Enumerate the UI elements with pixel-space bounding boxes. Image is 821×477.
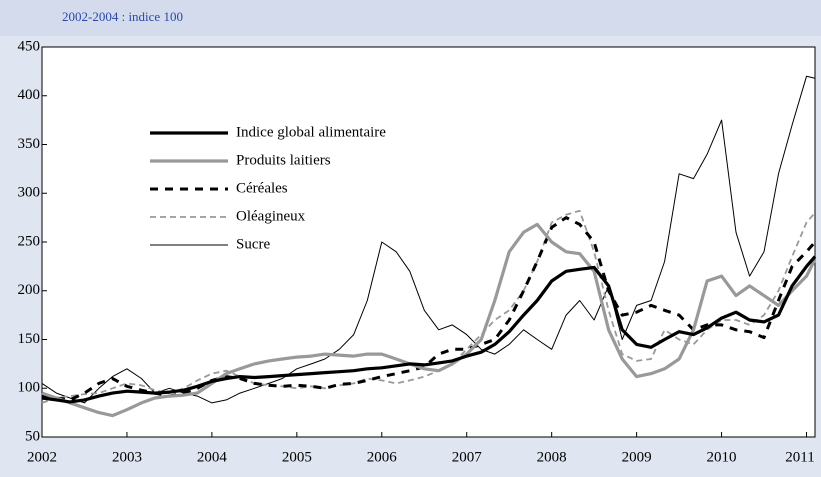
y-tick-label: 100 [18,380,41,396]
legend-label: Produits laitiers [236,152,331,168]
y-tick-label: 200 [18,282,41,298]
x-tick-label: 2002 [27,449,57,465]
header-band [0,0,821,36]
x-tick-label: 2010 [707,449,737,465]
series-line [41,255,817,404]
x-tick-label: 2011 [785,449,814,465]
legend-label: Indice global alimentaire [236,124,386,140]
y-tick-label: 400 [18,87,41,103]
x-tick-label: 2003 [112,449,142,465]
x-tick-label: 2004 [197,449,228,465]
y-tick-label: 250 [18,233,41,249]
y-tick-label: 350 [18,136,41,152]
y-tick-label: 50 [25,428,40,444]
x-tick-label: 2006 [367,449,398,465]
y-tick-label: 300 [18,185,41,201]
legend-label: Céréales [236,180,288,196]
legend-label: Oléagineux [236,208,306,224]
series-line [41,75,816,404]
x-tick-label: 2009 [622,449,652,465]
chart-subtitle: 2002-2004 : indice 100 [62,9,183,24]
x-tick-label: 2008 [537,449,567,465]
y-tick-label: 450 [18,38,41,54]
legend-label: Sucre [236,236,270,252]
x-tick-label: 2007 [452,449,483,465]
x-tick-label: 2005 [282,449,312,465]
plot-frame [41,46,816,438]
y-tick-label: 150 [18,331,41,347]
